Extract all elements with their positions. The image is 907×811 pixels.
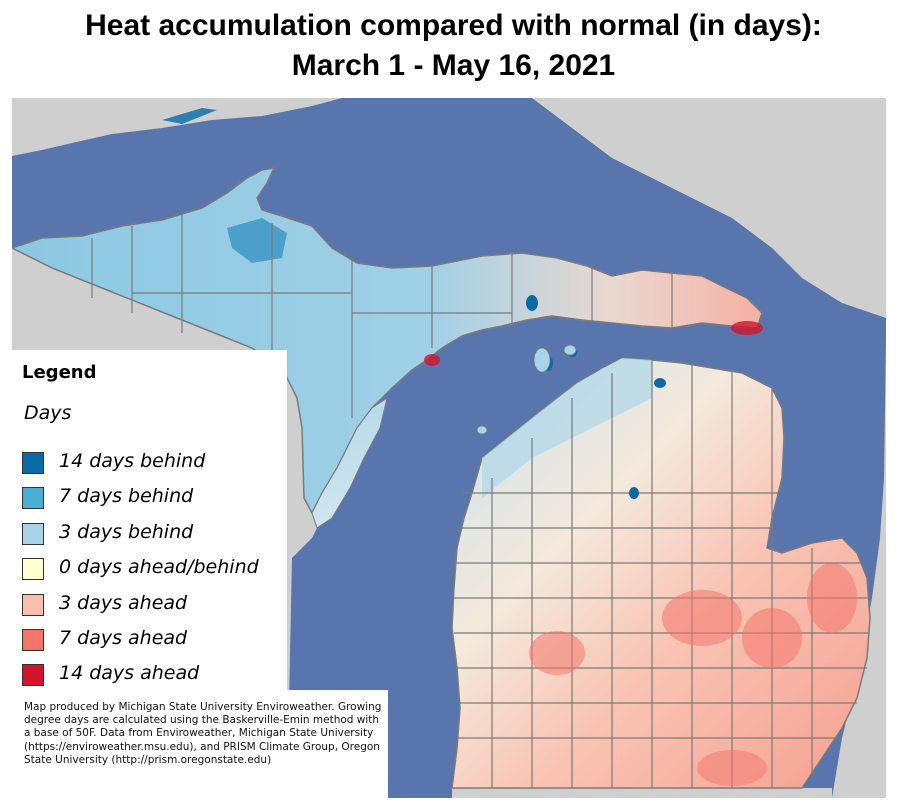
legend-item-14-behind: 14 days behind [22,450,292,480]
legend-label: 7 days ahead [59,627,188,649]
legend-item-7-behind: 7 days behind [22,485,292,515]
legend-swatch [22,523,44,545]
legend-subheading: Days [24,402,72,424]
ohio-indiana-land [452,788,832,798]
legend-heading: Legend [22,362,97,383]
legend-swatch [22,558,44,580]
map-title: Heat accumulation compared with normal (… [0,6,907,86]
isle-royale [162,108,217,124]
credit-panel: Map produced by Michigan State Universit… [12,690,388,798]
legend-label: 14 days behind [59,450,206,472]
legend-item-3-behind: 3 days behind [22,521,292,551]
legend-swatch [22,452,44,474]
warm-spots [424,321,857,786]
map-title-line1: Heat accumulation compared with normal (… [85,9,822,42]
map-title-line2: March 1 - May 16, 2021 [291,49,616,82]
canada-land-north [12,98,342,156]
legend-swatch [22,664,44,686]
northwest-lower-peninsula [482,358,652,498]
legend-label: 0 days ahead/behind [59,556,259,578]
legend-swatch [22,487,44,509]
ontario-land [532,98,886,318]
legend-swatch [22,629,44,651]
legend-item-14-ahead: 14 days ahead [22,662,292,692]
legend-label: 3 days ahead [59,592,188,614]
legend-item-3-ahead: 3 days ahead [22,592,292,622]
ontario-east-land [832,338,886,798]
legend-panel: Legend Days 14 days behind 7 days behind… [12,350,287,690]
credit-text: Map produced by Michigan State Universit… [24,701,382,766]
legend-swatch [22,594,44,616]
legend-label: 3 days behind [59,521,194,543]
legend-label: 7 days behind [59,485,194,507]
islands [476,344,577,435]
legend-label: 14 days ahead [59,662,200,684]
door-peninsula [311,396,388,529]
legend-item-0: 0 days ahead/behind [22,556,292,586]
legend-item-7-ahead: 7 days ahead [22,627,292,657]
up-county-lines [91,213,673,418]
